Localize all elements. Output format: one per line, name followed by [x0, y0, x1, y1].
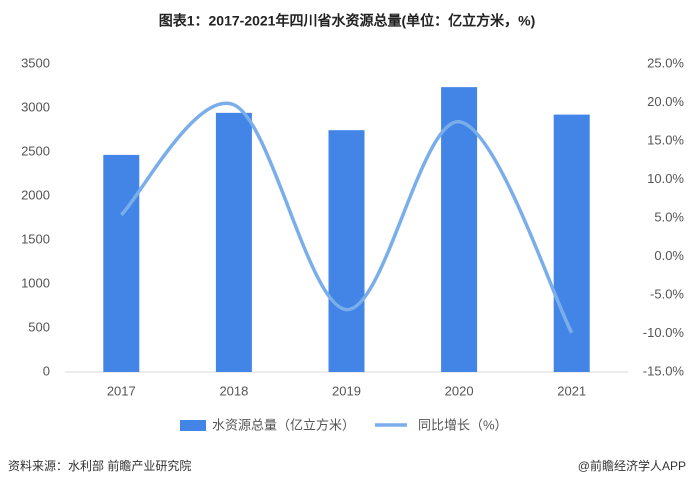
bar [103, 154, 140, 372]
bar [328, 130, 365, 372]
y2-tick-label: -15.0% [643, 363, 685, 378]
y2-tick-label: 10.0% [647, 171, 684, 186]
bar [441, 87, 478, 373]
y-tick-label: 3000 [21, 99, 50, 114]
legend-label: 同比增长（%） [418, 417, 508, 432]
source: 资料来源：水利部 前瞻产业研究院 [8, 458, 191, 473]
y-tick-label: 0 [43, 363, 50, 378]
y-tick-label: 2500 [21, 143, 50, 158]
x-tick-label: 2017 [107, 383, 136, 398]
y2-tick-label: -10.0% [643, 325, 685, 340]
x-tick-label: 2021 [557, 383, 586, 398]
bar [215, 112, 252, 372]
y2-tick-label: 20.0% [647, 94, 684, 109]
y2-tick-label: 0.0% [654, 248, 684, 263]
y2-tick-label: 15.0% [647, 132, 684, 147]
x-tick-label: 2020 [445, 383, 474, 398]
y2-tick-label: 5.0% [654, 209, 684, 224]
legend-label: 水资源总量（亿立方米） [212, 417, 355, 432]
line [120, 101, 574, 334]
y-tick-label: 1000 [21, 275, 50, 290]
y2-tick-label: 25.0% [647, 55, 684, 70]
y-tick-label: 500 [28, 319, 50, 334]
legend-swatch [180, 420, 206, 431]
chart-title: 图表1：2017-2021年四川省水资源总量(单位：亿立方米，%) [159, 13, 536, 29]
y-tick-label: 3500 [21, 55, 50, 70]
y-tick-label: 2000 [21, 187, 50, 202]
x-tick-label: 2018 [219, 383, 248, 398]
bar [553, 114, 590, 372]
y-tick-label: 1500 [21, 231, 50, 246]
y2-tick-label: -5.0% [650, 286, 684, 301]
credit: @前瞻经济学人APP [578, 458, 686, 473]
x-tick-label: 2019 [332, 383, 361, 398]
